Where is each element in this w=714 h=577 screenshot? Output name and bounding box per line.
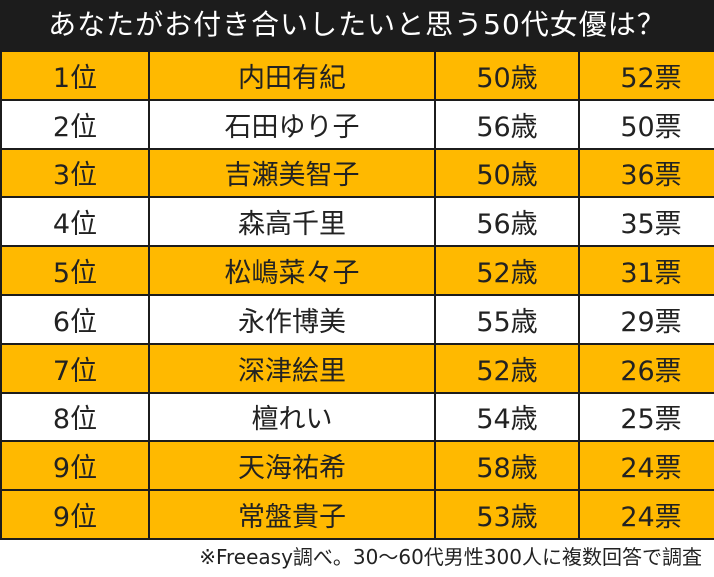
- age-cell: 56歳: [434, 196, 580, 248]
- rank-cell: 2位: [0, 98, 150, 150]
- rank-cell: 1位: [0, 50, 150, 101]
- table-row: 9位 常盤貴子 53歳 24票: [0, 489, 714, 540]
- actress-name-cell: 石田ゆり子: [148, 98, 436, 150]
- ranking-table: 1位 内田有紀 50歳 52票 2位 石田ゆり子 56歳 50票 3位 吉瀬美智…: [0, 50, 714, 540]
- age-cell: 54歳: [434, 391, 580, 443]
- age-cell: 52歳: [434, 245, 580, 296]
- age-cell: 58歳: [434, 440, 580, 492]
- table-row: 5位 松嶋菜々子 52歳 31票: [0, 245, 714, 296]
- actress-name-cell: 深津絵里: [148, 342, 436, 394]
- rank-cell: 3位: [0, 147, 150, 199]
- table-row: 1位 内田有紀 50歳 52票: [0, 50, 714, 101]
- table-row: 8位 檀れい 54歳 25票: [0, 391, 714, 443]
- age-cell: 50歳: [434, 50, 580, 101]
- actress-name-cell: 永作博美: [148, 293, 436, 345]
- actress-name-cell: 常盤貴子: [148, 489, 436, 540]
- rank-cell: 4位: [0, 196, 150, 248]
- table-row: 9位 天海祐希 58歳 24票: [0, 440, 714, 492]
- source-note: ※Freeasy調べ。30～60代男性300人に複数回答で調査: [199, 545, 702, 569]
- page-title: あなたがお付き合いしたいと思う50代女優は？: [0, 0, 714, 50]
- votes-cell: 29票: [578, 293, 714, 345]
- rank-cell: 9位: [0, 440, 150, 492]
- actress-name-cell: 吉瀬美智子: [148, 147, 436, 199]
- age-cell: 52歳: [434, 342, 580, 394]
- actress-name-cell: 松嶋菜々子: [148, 245, 436, 296]
- table-row: 7位 深津絵里 52歳 26票: [0, 342, 714, 394]
- table-row: 2位 石田ゆり子 56歳 50票: [0, 98, 714, 150]
- votes-cell: 31票: [578, 245, 714, 296]
- votes-cell: 35票: [578, 196, 714, 248]
- actress-name-cell: 檀れい: [148, 391, 436, 443]
- rank-cell: 6位: [0, 293, 150, 345]
- votes-cell: 36票: [578, 147, 714, 199]
- actress-name-cell: 森高千里: [148, 196, 436, 248]
- table-row: 4位 森高千里 56歳 35票: [0, 196, 714, 248]
- actress-name-cell: 天海祐希: [148, 440, 436, 492]
- table-row: 6位 永作博美 55歳 29票: [0, 293, 714, 345]
- votes-cell: 24票: [578, 440, 714, 492]
- votes-cell: 24票: [578, 489, 714, 540]
- votes-cell: 50票: [578, 98, 714, 150]
- rank-cell: 8位: [0, 391, 150, 443]
- table-row: 3位 吉瀬美智子 50歳 36票: [0, 147, 714, 199]
- age-cell: 53歳: [434, 489, 580, 540]
- actress-name-cell: 内田有紀: [148, 50, 436, 101]
- age-cell: 50歳: [434, 147, 580, 199]
- age-cell: 56歳: [434, 98, 580, 150]
- votes-cell: 52票: [578, 50, 714, 101]
- rank-cell: 7位: [0, 342, 150, 394]
- votes-cell: 25票: [578, 391, 714, 443]
- rank-cell: 9位: [0, 489, 150, 540]
- age-cell: 55歳: [434, 293, 580, 345]
- votes-cell: 26票: [578, 342, 714, 394]
- rank-cell: 5位: [0, 245, 150, 296]
